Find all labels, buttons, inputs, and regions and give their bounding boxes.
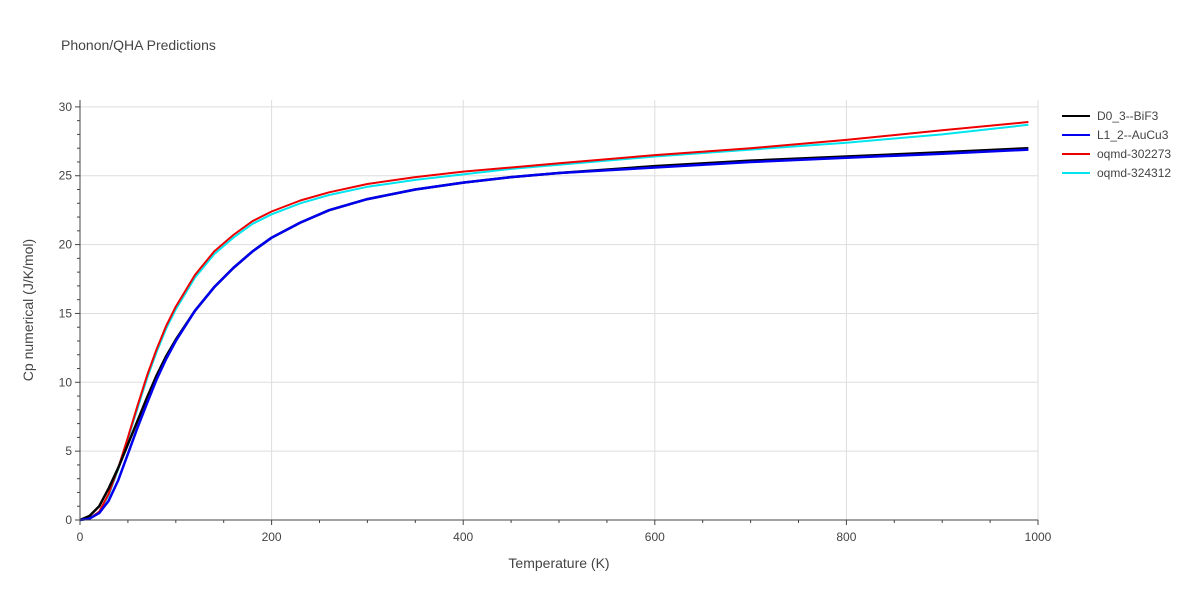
y-tick-label: 20 <box>59 238 73 252</box>
y-tick-label: 30 <box>59 100 73 114</box>
x-tick-label: 600 <box>645 530 665 544</box>
legend-label: oqmd-324312 <box>1097 166 1171 180</box>
axes: 0 200 400 600 800 1000 0 5 10 15 20 25 30 <box>59 100 1052 544</box>
series-lines <box>79 121 1029 522</box>
series-line-l1-2-aucu3 <box>79 148 1029 522</box>
series-line-oqmd-324312 <box>79 123 1029 521</box>
x-tick-label: 1000 <box>1025 530 1052 544</box>
grid <box>80 100 1039 520</box>
x-tick-label: 200 <box>262 530 282 544</box>
series-line-d0-3-bif3 <box>79 146 1029 522</box>
legend-label: oqmd-302273 <box>1097 147 1171 161</box>
x-tick-label: 400 <box>453 530 473 544</box>
x-axis-title: Temperature (K) <box>508 555 609 571</box>
series-line-oqmd-302273 <box>79 121 1029 521</box>
chart-title: Phonon/QHA Predictions <box>61 37 216 53</box>
y-axis-title: Cp numerical (J/K/mol) <box>20 239 36 381</box>
x-tick-label: 0 <box>77 530 84 544</box>
y-tick-label: 15 <box>59 306 73 320</box>
y-tick-label: 10 <box>59 375 73 389</box>
y-tick-label: 5 <box>65 444 72 458</box>
y-tick-label: 25 <box>59 169 73 183</box>
x-tick-label: 800 <box>836 530 856 544</box>
legend: D0_3--BiF3 L1_2--AuCu3 oqmd-302273 oqmd-324… <box>1062 109 1171 180</box>
legend-label: D0_3--BiF3 <box>1097 109 1159 123</box>
y-tick-label: 0 <box>65 513 72 527</box>
legend-label: L1_2--AuCu3 <box>1097 128 1169 142</box>
